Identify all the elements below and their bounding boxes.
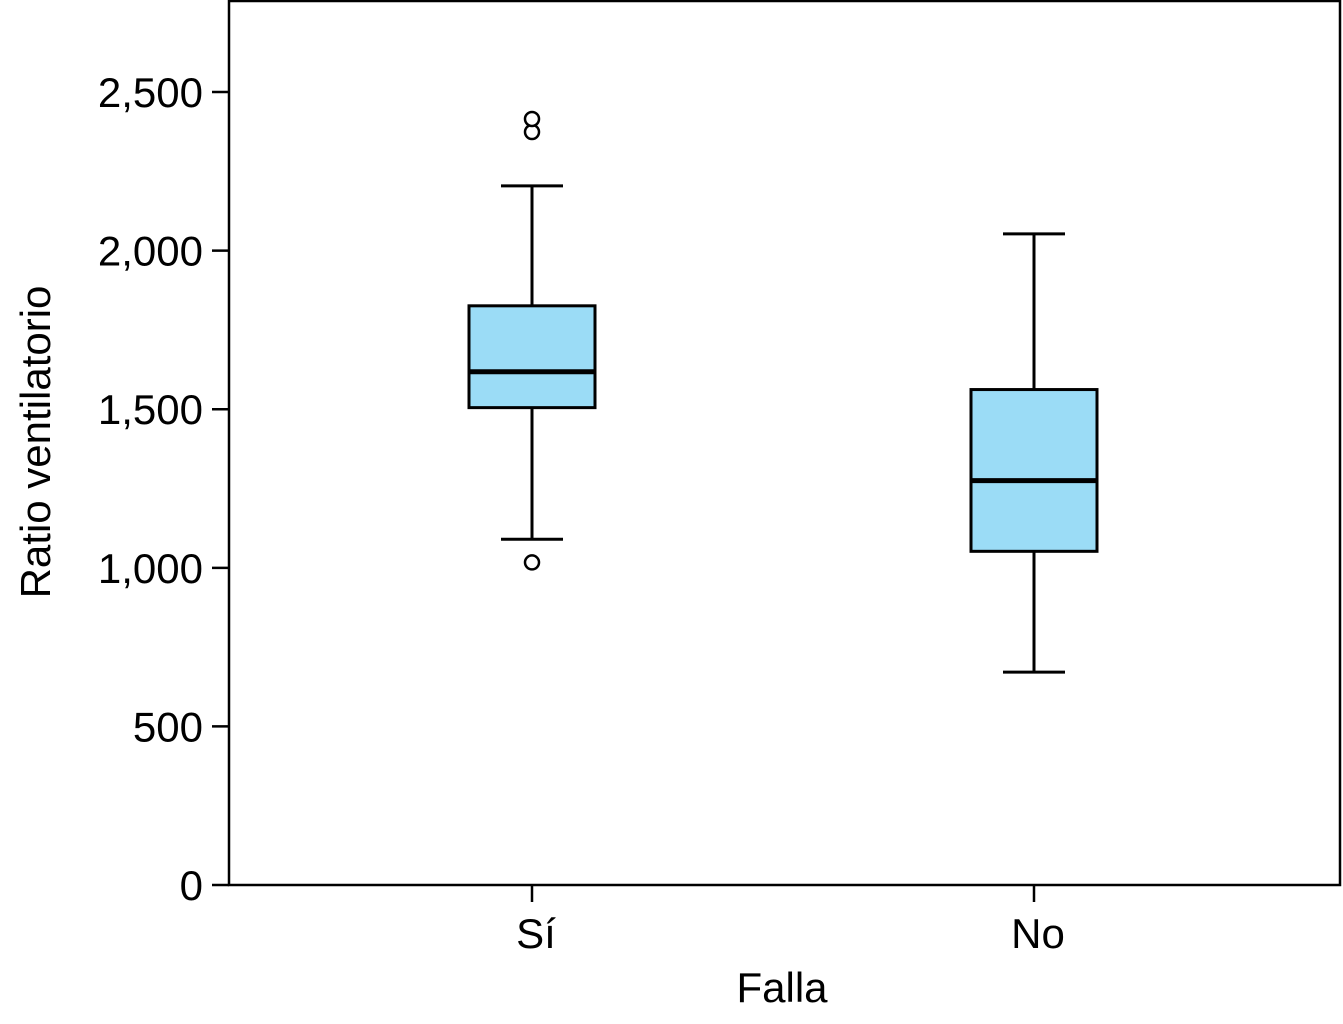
x-axis-label: Falla <box>736 964 828 1011</box>
outlier-point <box>523 554 541 571</box>
y-axis: 0 500 1,000 1,500 2,000 2,500 <box>98 69 229 909</box>
box-si <box>467 110 597 571</box>
y-tick-label: 1,000 <box>98 545 203 592</box>
boxes <box>467 110 1099 674</box>
iqr-box <box>969 388 1099 553</box>
x-tick-label: Sí <box>516 910 556 957</box>
box-no <box>969 232 1099 674</box>
x-tick-label: No <box>1011 910 1065 957</box>
plot-frame <box>227 0 1342 887</box>
y-tick-label: 2,000 <box>98 228 203 275</box>
y-tick-label: 1,500 <box>98 386 203 433</box>
y-axis-label: Ratio ventilatorio <box>12 286 59 599</box>
y-tick-label: 0 <box>180 862 203 909</box>
iqr-box <box>467 304 597 410</box>
y-tick-label: 500 <box>133 703 203 750</box>
x-axis: Sí No <box>516 885 1065 957</box>
y-tick-label: 2,500 <box>98 69 203 116</box>
outlier-point <box>523 110 541 128</box>
